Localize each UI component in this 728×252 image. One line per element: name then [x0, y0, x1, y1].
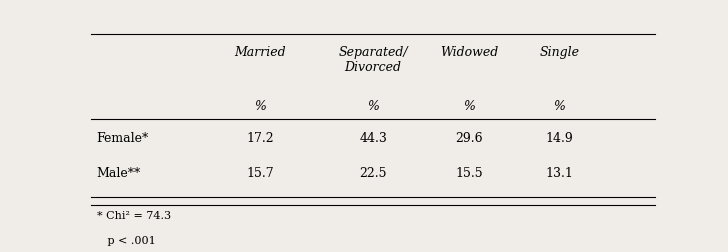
Text: 29.6: 29.6: [455, 132, 483, 145]
Text: %: %: [367, 100, 379, 113]
Text: 15.7: 15.7: [247, 167, 274, 180]
Text: Male**: Male**: [97, 167, 141, 180]
Text: Married: Married: [234, 46, 286, 59]
Text: 44.3: 44.3: [359, 132, 387, 145]
Text: Female*: Female*: [97, 132, 149, 145]
Text: Widowed: Widowed: [440, 46, 498, 59]
Text: %: %: [463, 100, 475, 113]
Text: %: %: [553, 100, 565, 113]
Text: 22.5: 22.5: [360, 167, 387, 180]
Text: p < .001: p < .001: [97, 236, 155, 246]
Text: 14.9: 14.9: [545, 132, 573, 145]
Text: 13.1: 13.1: [545, 167, 573, 180]
Text: 17.2: 17.2: [247, 132, 274, 145]
Text: 15.5: 15.5: [455, 167, 483, 180]
Text: Single: Single: [539, 46, 579, 59]
Text: * Chi² = 74.3: * Chi² = 74.3: [97, 211, 171, 221]
Text: %: %: [254, 100, 266, 113]
Text: Separated/
Divorced: Separated/ Divorced: [339, 46, 408, 74]
